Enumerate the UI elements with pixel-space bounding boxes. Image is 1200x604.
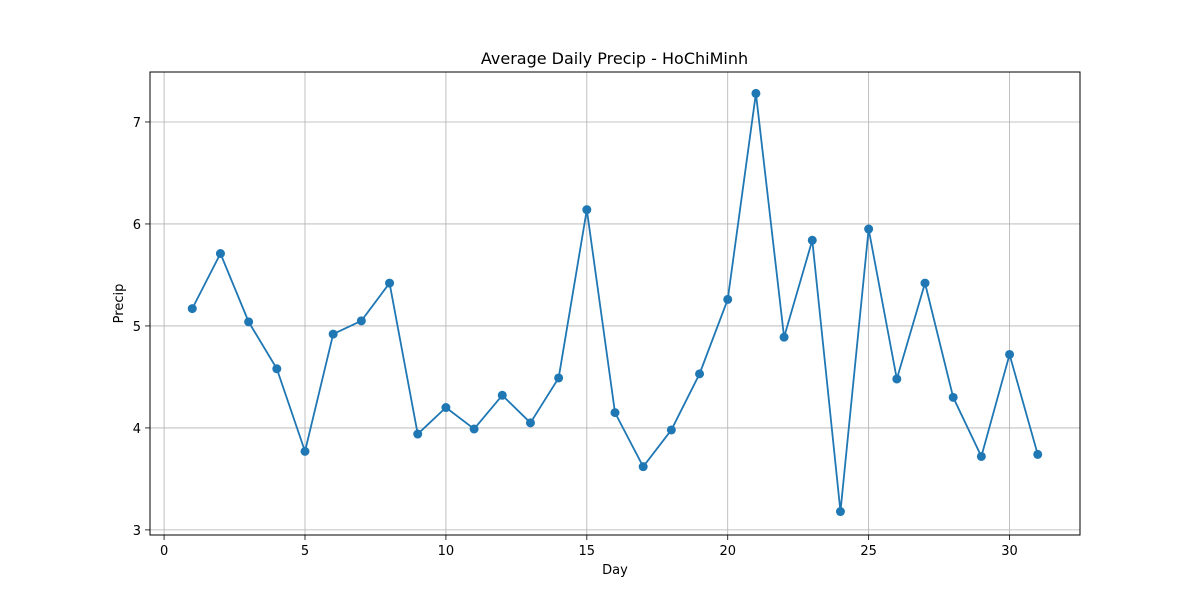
- data-point: [864, 224, 874, 234]
- data-point: [441, 403, 451, 413]
- x-tick-label: 15: [579, 544, 596, 559]
- data-point: [751, 88, 761, 98]
- data-point: [385, 278, 395, 288]
- plot-frame: [149, 71, 1081, 536]
- data-point: [215, 249, 225, 259]
- x-tick-label: 5: [301, 544, 309, 559]
- data-point: [835, 507, 845, 517]
- data-point: [356, 316, 366, 326]
- data-point: [892, 374, 902, 384]
- data-point: [723, 294, 733, 304]
- data-series: [187, 88, 1043, 517]
- x-tick-label: 30: [1001, 544, 1018, 559]
- x-tick-label: 25: [860, 544, 877, 559]
- data-point: [807, 235, 817, 245]
- data-point: [497, 390, 507, 400]
- data-point: [920, 278, 930, 288]
- data-point: [1005, 349, 1015, 359]
- y-axis-label: Precip: [112, 284, 127, 324]
- y-tick-label: 3: [133, 524, 141, 539]
- x-tick-label: 20: [719, 544, 736, 559]
- data-point: [554, 373, 564, 383]
- y-tick-label: 6: [133, 218, 141, 233]
- data-point: [525, 418, 535, 428]
- y-tick-label: 4: [133, 422, 141, 437]
- data-point: [469, 424, 479, 434]
- data-point: [328, 329, 338, 339]
- x-tick-label: 10: [438, 544, 455, 559]
- y-tick-label: 7: [133, 116, 141, 131]
- x-axis-label: Day: [602, 563, 628, 578]
- data-point: [413, 429, 423, 439]
- x-tick-label: 0: [160, 544, 168, 559]
- series-line: [191, 92, 1039, 513]
- data-point: [638, 462, 648, 472]
- data-point: [272, 364, 282, 374]
- data-point: [244, 317, 254, 327]
- data-point: [779, 332, 789, 342]
- data-point: [976, 451, 986, 461]
- grid-lines: [150, 72, 1080, 535]
- data-point: [666, 425, 676, 435]
- data-point: [187, 304, 197, 314]
- data-point: [948, 392, 958, 402]
- data-point: [582, 205, 592, 215]
- axes: 0 5 10 15 20 25 30 3 4 5 6 7: [133, 116, 1018, 559]
- y-tick-label: 5: [133, 320, 141, 335]
- data-point: [610, 408, 620, 418]
- data-point: [300, 446, 310, 456]
- chart-title: Average Daily Precip - HoChiMinh: [481, 49, 748, 68]
- data-point: [695, 369, 705, 379]
- data-point: [1033, 449, 1043, 459]
